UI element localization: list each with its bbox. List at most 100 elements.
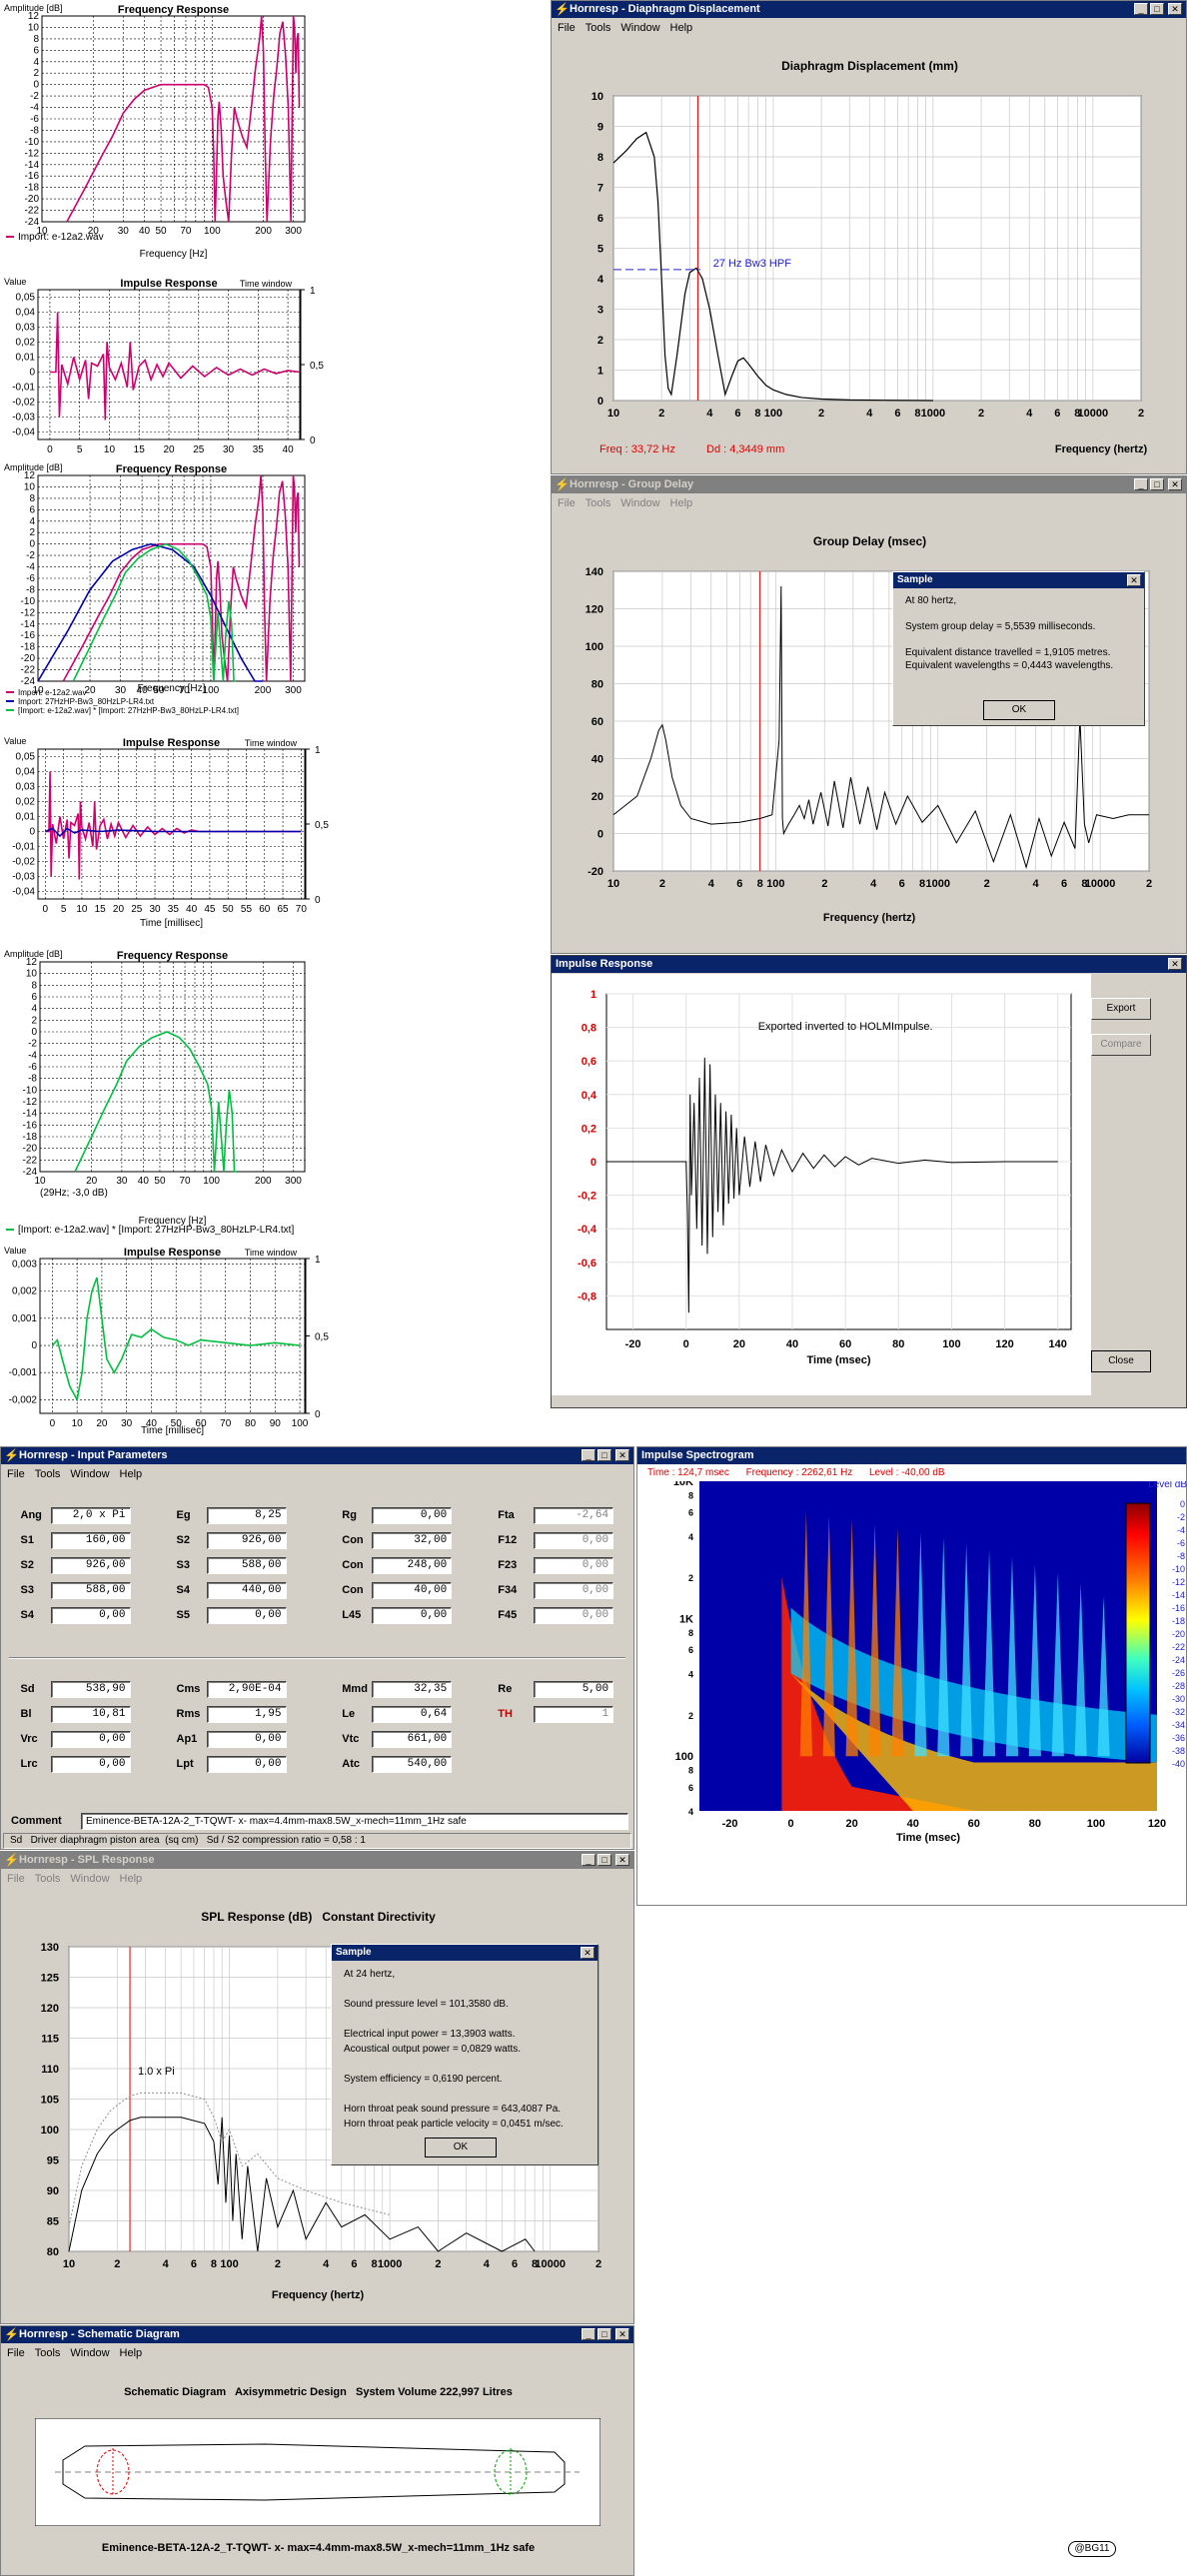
maximize-button[interactable]: □ [597,2328,611,2340]
param-field-lpt[interactable]: 0,00 [206,1756,287,1773]
minimize-button[interactable]: _ [1134,3,1148,15]
param-field-le[interactable]: 0,64 [372,1706,453,1723]
menu-window[interactable]: Window [70,1873,110,1885]
minimize-button[interactable]: _ [582,1449,595,1461]
signature-badge: @BG11 [1068,2541,1116,2557]
menu-window[interactable]: Window [620,22,660,34]
param-label: Rg [342,1509,357,1521]
param-field-mmd[interactable]: 32,35 [372,1681,453,1698]
param-label: S2 [20,1559,34,1571]
menu-file[interactable]: File [7,1468,25,1480]
param-label: Re [498,1683,513,1695]
param-field-sd[interactable]: 538,90 [50,1681,131,1698]
param-field-s1[interactable]: 160,00 [50,1532,131,1549]
y-tick-label: -2 [28,1039,37,1050]
comment-field[interactable]: Eminence-BETA-12A-2_T-TQWT- x- max=4.4mm… [81,1813,628,1830]
close-button[interactable]: ✕ [1168,3,1182,15]
param-field-ang[interactable]: 2,0 x Pi [50,1507,131,1524]
y-tick-label: -0,8 [578,1290,596,1302]
param-label: Rms [176,1708,201,1720]
menu-help[interactable]: Help [119,2347,143,2359]
window-title: ⚡ Hornresp - Group Delay [552,476,1186,493]
menu-tools[interactable]: Tools [34,1468,61,1480]
horn-outline [62,2443,566,2501]
close-button[interactable]: ✕ [1168,958,1182,970]
param-field-vtc[interactable]: 661,00 [372,1731,453,1748]
y-tick-label: 0,002 [12,1287,37,1297]
menu-help[interactable]: Help [669,497,693,509]
menu-tools[interactable]: Tools [34,1873,61,1885]
param-field-s2[interactable]: 926,00 [50,1557,131,1574]
menu-window[interactable]: Window [70,1468,110,1480]
spl-response-window: ⚡ Hornresp - SPL Response _ □ ✕ File Tools… [0,1851,634,2324]
ok-button[interactable]: OK [425,2138,497,2157]
param-field-vrc[interactable]: 0,00 [50,1731,131,1748]
param-field-rg[interactable]: 0,00 [372,1507,453,1524]
param-field-s5[interactable]: 0,00 [206,1607,287,1624]
spectrogram-chart[interactable]: -2002040608010012014010K86421K8642100864… [637,1481,1187,1905]
param-field-ap1[interactable]: 0,00 [206,1731,287,1748]
close-button[interactable]: ✕ [615,1854,629,1866]
dialog-close-button[interactable]: ✕ [581,1947,594,1959]
param-field-re[interactable]: 5,00 [534,1681,614,1698]
menu-file[interactable]: File [7,2347,25,2359]
minimize-button[interactable]: _ [582,2328,595,2340]
menu-file[interactable]: File [558,22,576,34]
param-field-s4[interactable]: 0,00 [50,1607,131,1624]
menu-tools[interactable]: Tools [585,497,611,509]
param-field-l45[interactable]: 0,00 [372,1607,453,1624]
menu-tools[interactable]: Tools [34,2347,61,2359]
param-field-s4[interactable]: 440,00 [206,1582,287,1599]
y-tick-label: 0,04 [16,308,36,319]
menu-window[interactable]: Window [70,2347,110,2359]
param-field-th[interactable]: 1 [534,1706,614,1723]
param-field-lrc[interactable]: 0,00 [50,1756,131,1773]
menu-help[interactable]: Help [669,22,693,34]
dialog-close-button[interactable]: ✕ [1127,574,1141,586]
x-axis-label: Frequency (hertz) [823,912,916,924]
maximize-button[interactable]: □ [1150,3,1164,15]
menu-file[interactable]: File [7,1873,25,1885]
minimize-button[interactable]: _ [582,1854,595,1866]
param-field-f34[interactable]: 0,00 [534,1582,614,1599]
menu-help[interactable]: Help [119,1873,143,1885]
param-field-s3[interactable]: 588,00 [50,1582,131,1599]
ok-button[interactable]: OK [983,700,1055,720]
export-button[interactable]: Export [1091,998,1151,1020]
menu-help[interactable]: Help [119,1468,143,1480]
param-field-con[interactable]: 32,00 [372,1532,453,1549]
param-field-fta[interactable]: -2,64 [534,1507,614,1524]
menu-file[interactable]: File [558,497,576,509]
maximize-button[interactable]: □ [597,1854,611,1866]
y-tick-label: 8 [33,34,39,45]
close-button[interactable]: ✕ [615,1449,629,1461]
y-tick-label: 6 [29,504,35,515]
param-field-s2[interactable]: 926,00 [206,1532,287,1549]
close-dialog-button[interactable]: Close [1091,1350,1151,1372]
ridge [937,1537,950,1757]
param-field-eg[interactable]: 8,25 [206,1507,287,1524]
param-field-f45[interactable]: 0,00 [534,1607,614,1624]
param-field-s3[interactable]: 588,00 [206,1557,287,1574]
maximize-button[interactable]: □ [597,1449,611,1461]
maximize-button[interactable]: □ [1150,478,1164,490]
close-button[interactable]: ✕ [615,2328,629,2340]
close-button[interactable]: ✕ [1168,478,1182,490]
param-field-cms[interactable]: 2,90E-04 [206,1681,287,1698]
y-tick-label: 90 [47,2185,59,2197]
impulse-chart[interactable]: 1 0,8 0,6 0,4 0,2 0 -0,2 -0,4 -0,6 -0,8 -20 0 20 40 60… [552,974,1091,1395]
param-field-f23[interactable]: 0,00 [534,1557,614,1574]
param-field-atc[interactable]: 540,00 [372,1756,453,1773]
param-field-con[interactable]: 248,00 [372,1557,453,1574]
param-field-con[interactable]: 40,00 [372,1582,453,1599]
param-field-rms[interactable]: 1,95 [206,1706,287,1723]
menu-tools[interactable]: Tools [585,22,611,34]
minimize-button[interactable]: _ [1134,478,1148,490]
param-field-bl[interactable]: 10,81 [50,1706,131,1723]
y-tick-label: -0,001 [9,1367,38,1378]
x-tick-label: 8 [1074,408,1080,420]
y-tick-label: -6 [28,1062,37,1073]
menu-window[interactable]: Window [620,497,660,509]
param-field-f12[interactable]: 0,00 [534,1532,614,1549]
